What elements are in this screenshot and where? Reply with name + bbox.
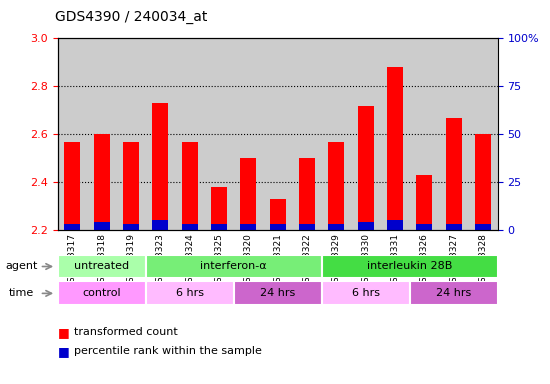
Text: control: control <box>82 288 121 298</box>
Bar <box>299 159 315 230</box>
Bar <box>270 199 286 230</box>
Bar <box>416 224 432 230</box>
Bar <box>446 118 462 230</box>
Text: transformed count: transformed count <box>74 327 178 337</box>
Text: interferon-α: interferon-α <box>200 262 267 271</box>
Bar <box>64 224 80 230</box>
Bar <box>446 224 462 230</box>
Bar <box>58 255 146 278</box>
Text: GDS4390 / 240034_at: GDS4390 / 240034_at <box>55 10 207 23</box>
Bar <box>475 224 491 230</box>
Bar <box>211 224 227 230</box>
Bar <box>358 222 374 230</box>
Bar <box>416 175 432 230</box>
Bar <box>328 142 344 230</box>
Bar <box>182 142 198 230</box>
Bar <box>387 220 403 230</box>
Bar <box>240 224 256 230</box>
Bar <box>58 281 146 305</box>
Bar <box>146 255 322 278</box>
Bar <box>211 187 227 230</box>
Text: 6 hrs: 6 hrs <box>352 288 379 298</box>
Bar <box>328 224 344 230</box>
Text: interleukin 28B: interleukin 28B <box>367 262 453 271</box>
Text: 24 hrs: 24 hrs <box>436 288 471 298</box>
Bar <box>94 134 110 230</box>
Bar <box>146 281 234 305</box>
Text: untreated: untreated <box>74 262 129 271</box>
Bar <box>387 67 403 230</box>
Text: ■: ■ <box>58 345 69 358</box>
Text: 6 hrs: 6 hrs <box>176 288 204 298</box>
Bar <box>270 224 286 230</box>
Text: time: time <box>8 288 34 298</box>
Bar <box>123 142 139 230</box>
Bar <box>64 142 80 230</box>
Bar <box>299 224 315 230</box>
Bar <box>475 134 491 230</box>
Bar <box>182 224 198 230</box>
Bar <box>152 103 168 230</box>
Bar <box>152 220 168 230</box>
Bar <box>322 255 498 278</box>
Bar <box>322 281 410 305</box>
Bar <box>234 281 322 305</box>
Text: 24 hrs: 24 hrs <box>260 288 295 298</box>
Text: percentile rank within the sample: percentile rank within the sample <box>74 346 262 356</box>
Bar <box>358 106 374 230</box>
Bar <box>123 224 139 230</box>
Bar <box>240 159 256 230</box>
Bar <box>94 222 110 230</box>
Text: agent: agent <box>6 262 38 271</box>
Bar <box>410 281 498 305</box>
Text: ■: ■ <box>58 326 69 339</box>
